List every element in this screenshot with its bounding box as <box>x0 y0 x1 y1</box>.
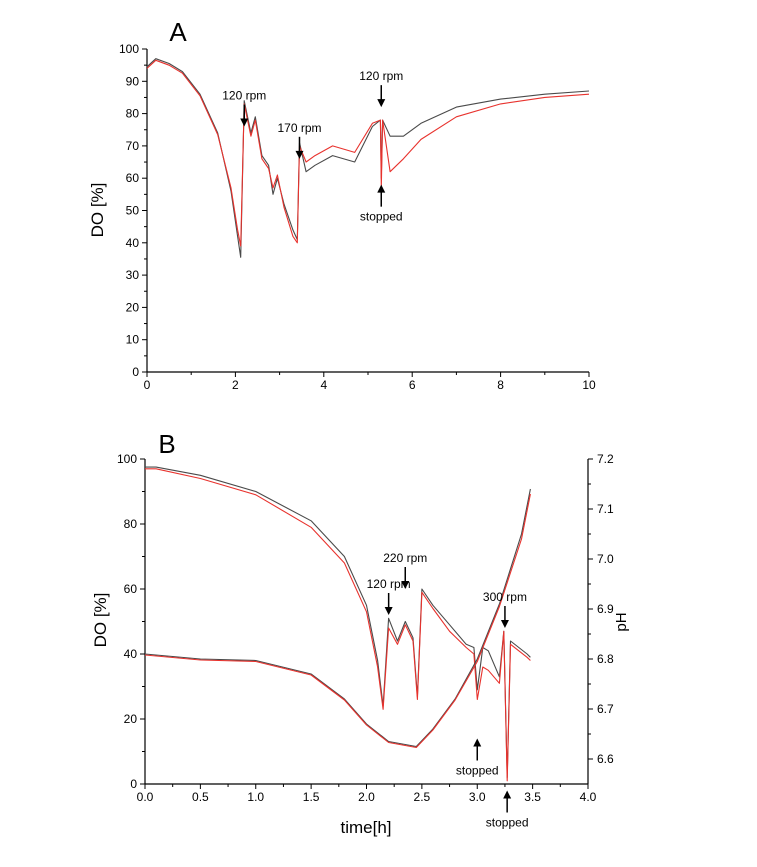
y-tick-label: 20 <box>124 712 138 726</box>
x-tick-label: 0.5 <box>192 790 209 804</box>
y2-tick-label: 6.6 <box>597 752 614 766</box>
annotation-label: stopped <box>360 210 403 224</box>
y-tick-label: 50 <box>126 204 140 218</box>
y-tick-label: 70 <box>126 139 140 153</box>
annotation-arrowhead <box>384 607 393 615</box>
y-tick-label: 20 <box>126 300 140 314</box>
y-tick-label: 0 <box>130 777 137 791</box>
panel-label: A <box>169 17 187 47</box>
series-line <box>145 466 531 779</box>
y2-tick-label: 7.2 <box>597 452 614 466</box>
y-tick-label: 60 <box>126 171 140 185</box>
annotation-label: 120 rpm <box>359 69 403 83</box>
y-tick-label: 80 <box>124 517 138 531</box>
x-tick-label: 2 <box>232 378 239 392</box>
annotation-arrowhead <box>503 790 512 799</box>
y-tick-label: 100 <box>119 42 139 56</box>
series-line <box>146 59 590 247</box>
x-tick-label: 2.0 <box>358 790 375 804</box>
y-tick-label: 90 <box>126 74 140 88</box>
annotation-arrowhead <box>377 184 386 193</box>
annotation-label: 120 rpm <box>222 89 266 103</box>
y2-tick-label: 6.7 <box>597 702 614 716</box>
annotation-arrowhead <box>295 150 304 159</box>
y-tick-label: 100 <box>117 452 137 466</box>
y2-tick-label: 7.1 <box>597 502 614 516</box>
y-tick-label: 40 <box>124 647 138 661</box>
x-axis-title: time[h] <box>340 818 391 837</box>
annotation-label: stopped <box>456 764 499 778</box>
y-tick-label: 60 <box>124 582 138 596</box>
series-line <box>144 488 531 748</box>
x-tick-label: 4 <box>320 378 327 392</box>
series-line <box>144 493 531 749</box>
x-tick-label: 4.0 <box>580 790 597 804</box>
annotation-arrowhead <box>240 118 249 127</box>
x-tick-label: 8 <box>497 378 504 392</box>
annotation-label: 300 rpm <box>483 590 527 604</box>
y-axis-title: DO [%] <box>88 183 107 238</box>
panel-label: B <box>158 429 175 459</box>
x-tick-label: 0.0 <box>137 790 154 804</box>
annotation-arrowhead <box>473 738 482 747</box>
y2-tick-label: 7.0 <box>597 552 614 566</box>
y-tick-label: 10 <box>126 333 140 347</box>
series-line <box>146 58 590 258</box>
y2-tick-label: 6.8 <box>597 652 614 666</box>
annotation-label: 170 rpm <box>277 121 321 135</box>
y-tick-label: 30 <box>126 268 140 282</box>
x-tick-label: 0 <box>144 378 151 392</box>
annotation-arrowhead <box>500 620 509 628</box>
annotation-label: 120 rpm <box>367 577 411 591</box>
x-tick-label: 3.5 <box>524 790 541 804</box>
x-tick-label: 10 <box>582 378 596 392</box>
annotation-label: stopped <box>486 816 529 830</box>
y-axis-title: DO [%] <box>91 593 110 648</box>
annotation-label: 220 rpm <box>383 551 427 565</box>
x-tick-label: 3.0 <box>469 790 486 804</box>
y-tick-label: 0 <box>132 365 139 379</box>
series-line <box>145 468 531 782</box>
y2-tick-label: 6.9 <box>597 602 614 616</box>
x-tick-label: 2.5 <box>414 790 431 804</box>
y-tick-label: 40 <box>126 236 140 250</box>
annotation-arrowhead <box>401 581 410 589</box>
y-tick-label: 80 <box>126 107 140 121</box>
annotation-arrowhead <box>377 99 386 108</box>
x-tick-label: 1.0 <box>247 790 264 804</box>
x-tick-label: 6 <box>409 378 416 392</box>
y2-axis-title: pH <box>613 612 630 631</box>
x-tick-label: 1.5 <box>303 790 320 804</box>
